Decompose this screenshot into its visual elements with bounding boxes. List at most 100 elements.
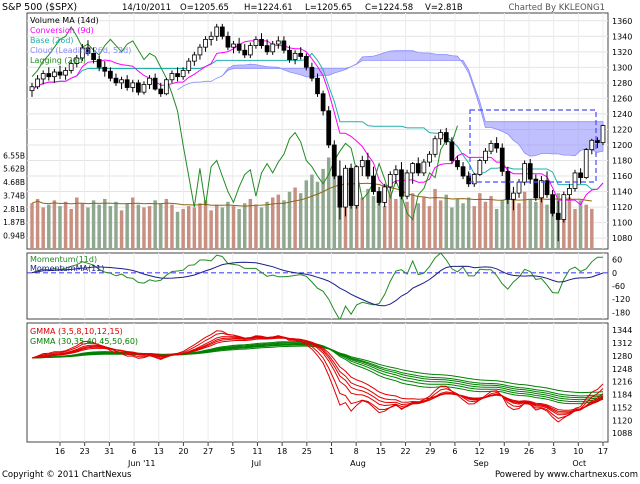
candle-body <box>158 88 164 95</box>
volume-bar <box>237 208 241 249</box>
candle-body <box>242 49 248 56</box>
volume-bar <box>58 206 62 249</box>
candle-body <box>113 77 119 84</box>
volume-bar <box>517 203 521 249</box>
candle-body <box>108 70 113 79</box>
gmma-panel <box>26 322 609 443</box>
volume-bar <box>91 200 96 249</box>
volume-bar <box>416 203 421 249</box>
footer-copyright: Copyright © 2011 ChartNexus <box>2 470 132 480</box>
momentum-legend-entry: Momentum(11d) <box>30 255 97 264</box>
volume-bar <box>438 200 443 249</box>
volume-tick-label: 0.94B <box>3 232 25 241</box>
volume-bar <box>153 200 157 249</box>
x-day-label: 20 <box>178 447 188 456</box>
volume-bar <box>69 208 73 249</box>
volume-bar <box>388 191 393 249</box>
volume-bar <box>332 174 337 249</box>
candle-body <box>466 175 472 185</box>
volume-bar <box>539 196 544 249</box>
candle-body <box>214 26 220 37</box>
candle-body <box>550 194 555 214</box>
gmma-short-line <box>31 335 604 416</box>
candle-body <box>561 194 567 220</box>
candle-body <box>455 160 460 168</box>
candle-body <box>410 163 416 174</box>
volume-bar <box>584 204 588 249</box>
candle-body <box>348 167 354 206</box>
volume-bar <box>209 210 213 249</box>
volume-bar <box>52 200 57 249</box>
volume-bar <box>175 211 180 249</box>
candle-body <box>494 143 499 149</box>
volume-bar <box>483 201 488 249</box>
volume-bar <box>478 193 482 249</box>
x-month-label: Sep <box>474 459 489 468</box>
volume-bar <box>164 198 169 249</box>
candle-body <box>589 139 595 151</box>
volume-bar <box>511 197 516 249</box>
candle-body <box>533 178 539 199</box>
volume-bar <box>187 206 191 249</box>
price-tick-label: 1260 <box>612 94 632 103</box>
charted-by: Charted By KKLEONG1 <box>508 3 605 13</box>
header-close: C=1224.58 <box>365 3 413 13</box>
candle-body <box>555 212 561 220</box>
price-tick-label: 1120 <box>612 203 632 212</box>
candle-body <box>275 40 281 45</box>
candle-body <box>600 125 606 144</box>
header-high: H=1224.61 <box>244 3 293 13</box>
momentum-tick-label: -120 <box>612 295 630 304</box>
volume-bar <box>427 206 432 249</box>
candle-body <box>337 175 343 208</box>
candle-body <box>119 79 124 84</box>
candle-body <box>303 56 309 68</box>
volume-bar <box>136 204 141 249</box>
price-tick-label: 1240 <box>612 110 632 119</box>
candle-body <box>583 149 589 178</box>
volume-bar <box>545 204 549 249</box>
volume-bar <box>371 196 376 249</box>
volume-bar <box>254 204 258 249</box>
volume-bar <box>159 203 163 249</box>
volume-bar <box>494 208 499 249</box>
volume-bar <box>114 201 118 249</box>
volume-bar <box>270 197 275 249</box>
gmma-short-line <box>31 337 604 411</box>
volume-bar <box>131 197 135 249</box>
x-day-label: 3 <box>551 447 556 456</box>
price-legend-entry: Lagging (26d) <box>30 56 86 65</box>
candle-body <box>287 49 292 60</box>
candle-body <box>371 175 376 192</box>
momentum-tick-label: -60 <box>612 282 625 291</box>
volume-bar <box>259 207 264 249</box>
volume-bar <box>108 206 113 249</box>
volume-bar <box>315 181 320 249</box>
volume-bar <box>528 198 532 249</box>
candle-body <box>197 46 203 56</box>
header-low: L=1205.65 <box>305 3 352 13</box>
candle-body <box>236 43 242 51</box>
volume-bar <box>276 194 281 249</box>
price-tick-label: 1320 <box>612 48 632 57</box>
gmma-tick-label: 1184 <box>612 391 632 400</box>
volume-bar <box>405 201 409 249</box>
volume-bar <box>231 206 236 249</box>
price-legend-entry: Conversion (9d) <box>30 26 94 35</box>
candle-body <box>443 132 449 143</box>
volume-bar <box>366 188 370 249</box>
candle-body <box>354 166 360 206</box>
volume-bar <box>214 204 219 249</box>
gmma-short-line <box>31 330 604 423</box>
candle-body <box>130 82 136 88</box>
candle-body <box>572 172 578 189</box>
candle-body <box>315 77 320 95</box>
gmma-tick-label: 1312 <box>612 339 632 348</box>
candle-body <box>96 59 102 68</box>
x-day-label: 31 <box>104 447 114 456</box>
volume-bar <box>220 207 225 249</box>
x-month-label: Oct <box>572 459 586 468</box>
candle-body <box>219 26 225 37</box>
candle-body <box>477 160 483 175</box>
